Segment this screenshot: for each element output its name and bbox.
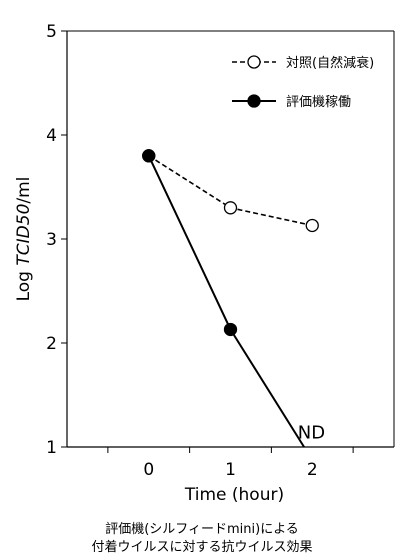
annotation-label: ND [298,422,325,443]
y-tick-label: 5 [46,22,57,42]
chart-marks [142,149,319,448]
x-tick-label: 1 [225,460,236,480]
x-axis-title: Time (hour) [184,485,284,505]
y-tick-label: 2 [46,334,57,354]
chart-labels: 1 2 3 4 5 0 1 2 Time (hour) Log TCID50/ml ND [14,22,325,505]
y-axis-title: Log TCID50/ml [14,177,34,302]
chart-legend: 対照(自然減衰) 評価機稼働 [232,55,374,110]
y-tick-label: 4 [46,126,57,146]
y-tick-label: 1 [46,438,57,458]
series-2-point [223,322,238,337]
legend-label-1: 対照(自然減衰) [286,55,374,71]
series-1-point [223,201,238,215]
legend-label-2: 評価機稼働 [286,95,351,110]
series-line-2 [147,155,305,448]
y-tick-label: 3 [46,230,57,250]
chart-axes [61,30,395,453]
chart-svg: 1 2 3 4 5 0 1 2 Time (hour) Log TCID50/ml ND 対照(自然… [14,22,395,505]
series-1-point [305,218,319,233]
x-tick-label: 0 [143,460,154,480]
legend-marker-1 [247,55,261,69]
legend-marker-2 [247,94,261,108]
x-tick-label: 2 [307,460,318,480]
series-line-1 [148,155,313,227]
series-2-point [142,149,156,163]
caption-line-1: 評価機(シルフィードmini)による [105,522,299,537]
caption-line-2: 付着ウイルスに対する抗ウイルス効果 [91,540,313,555]
